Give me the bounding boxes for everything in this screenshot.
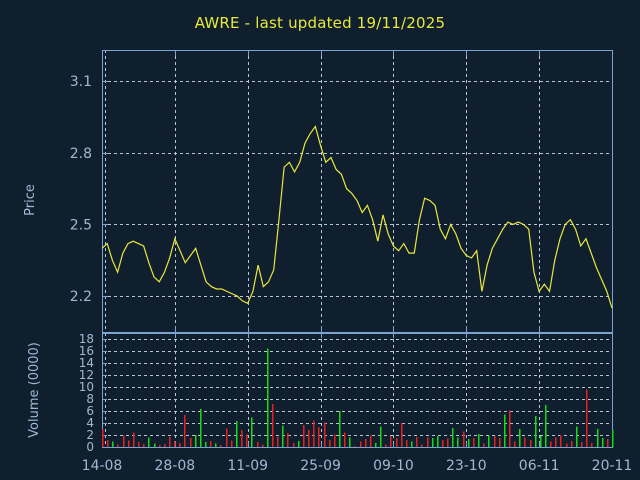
x-tick-label: 14-08 [82, 458, 123, 474]
volume-y-tick-label: 18 [79, 332, 94, 346]
price-tick-marks [102, 50, 613, 332]
price-y-tick-label: 2.8 [70, 146, 92, 162]
volume-plot-frame [102, 333, 613, 448]
x-axis-labels: 14-08 28-08 11-09 25-09 09-10 23-10 06-11 20-11 [82, 458, 633, 474]
volume-axis-title: Volume (0000) [27, 342, 42, 438]
volume-y-tick-label: 10 [79, 380, 94, 394]
page-title: AWRE - last updated 19/11/2025 [194, 14, 446, 32]
price-y-tick-label: 2.5 [70, 217, 92, 233]
price-line-series [101, 125, 613, 309]
volume-y-tick-label: 4 [86, 416, 94, 430]
volume-y-tick-label: 2 [86, 428, 94, 442]
price-axis-title: Price [23, 184, 38, 216]
price-panel: 3.1 2.8 2.5 2.2 Price [23, 50, 613, 333]
x-tick-label: 20-11 [592, 458, 633, 474]
x-tick-label: 28-08 [155, 458, 196, 474]
x-tick-label: 11-09 [227, 458, 268, 474]
price-gridlines [102, 50, 612, 332]
volume-y-tick-label: 6 [86, 404, 94, 418]
volume-y-tick-label: 16 [79, 344, 94, 358]
price-y-axis-labels: 3.1 2.8 2.5 2.2 [70, 74, 92, 305]
volume-bars [101, 348, 614, 447]
price-plot-frame [102, 50, 613, 333]
x-tick-label: 09-10 [373, 458, 414, 474]
x-tick-label: 06-11 [519, 458, 560, 474]
volume-y-tick-label: 12 [79, 368, 94, 382]
price-y-tick-label: 2.2 [70, 289, 92, 305]
x-tick-label: 23-10 [446, 458, 487, 474]
volume-gridlines [102, 333, 612, 447]
volume-y-tick-label: 8 [86, 392, 94, 406]
price-y-tick-label: 3.1 [70, 74, 92, 90]
x-tick-label: 25-09 [300, 458, 341, 474]
volume-y-tick-label: 14 [79, 356, 94, 370]
volume-y-tick-label: 0 [86, 440, 94, 454]
